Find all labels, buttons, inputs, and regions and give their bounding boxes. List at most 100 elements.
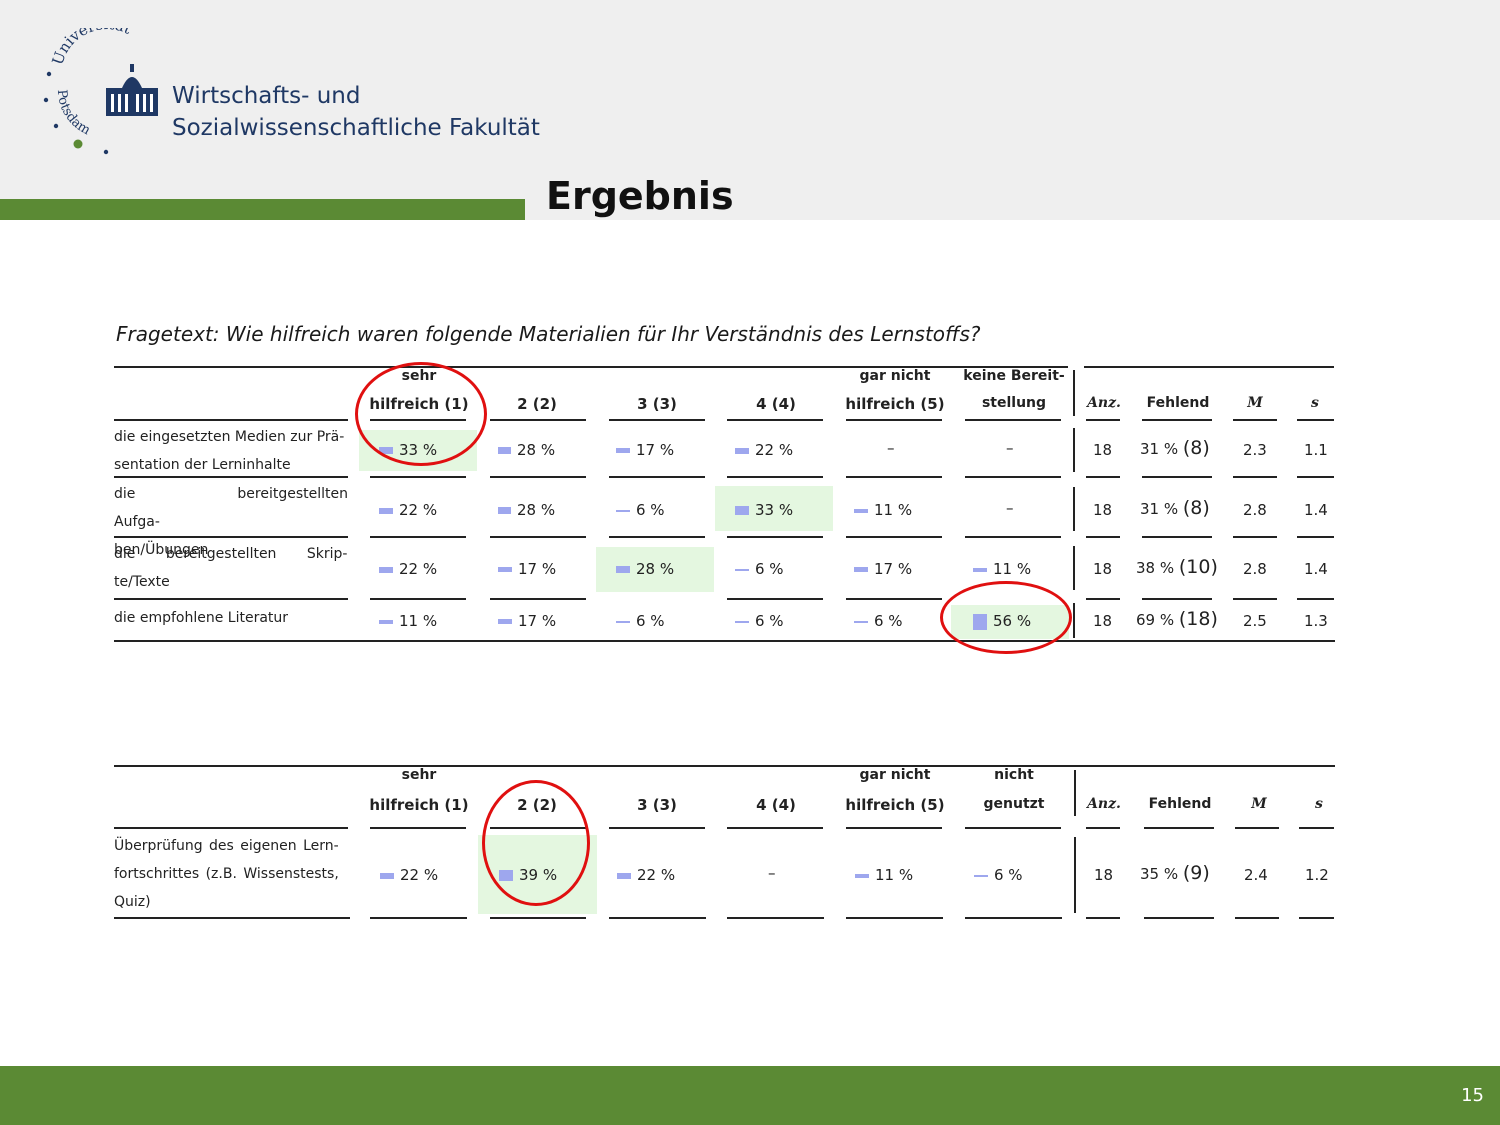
value-bar bbox=[854, 620, 868, 623]
table-rule bbox=[490, 419, 586, 421]
table-rule bbox=[727, 536, 823, 538]
row-label-line: fortschrittes (z.B. Wissenstests, bbox=[114, 866, 339, 882]
table-rule bbox=[114, 917, 350, 919]
table-rule bbox=[490, 917, 586, 919]
value-bar bbox=[973, 567, 987, 572]
value-cell: 6 % bbox=[735, 560, 784, 578]
value-cell: 6 % bbox=[616, 501, 665, 519]
header-col1-a: sehr bbox=[401, 767, 437, 783]
table-rule bbox=[1233, 598, 1277, 600]
value-text: 17 % bbox=[636, 441, 675, 459]
value-text: 33 % bbox=[755, 501, 794, 519]
row-label: Überprüfung des eigenen Lern- fortschrit… bbox=[114, 832, 350, 916]
table-rule bbox=[1235, 917, 1279, 919]
header-col5-a: gar nicht bbox=[859, 767, 931, 783]
table-rule bbox=[370, 476, 466, 478]
table-rule bbox=[1142, 419, 1212, 421]
value-bar bbox=[616, 448, 630, 453]
value-bar bbox=[498, 507, 511, 514]
value-cell: – bbox=[768, 864, 776, 882]
row-label-line: die bereitgestellten Aufga- bbox=[114, 486, 348, 530]
value-text: 6 % bbox=[994, 866, 1023, 884]
table-rule bbox=[1233, 419, 1277, 421]
fehlend-percent: 38 % bbox=[1136, 559, 1175, 577]
value-text: 6 % bbox=[636, 501, 665, 519]
svg-text:Universität: Universität bbox=[48, 28, 134, 67]
table-rule bbox=[727, 917, 824, 919]
table-rule bbox=[1086, 827, 1120, 829]
fehlend-cell: 31 % (8) bbox=[1140, 437, 1210, 459]
value-text: 11 % bbox=[993, 560, 1032, 578]
fehlend-count: (18) bbox=[1178, 608, 1218, 630]
header-sd: s bbox=[1311, 395, 1319, 411]
value-cell: 6 % bbox=[854, 612, 903, 630]
table-rule bbox=[846, 598, 942, 600]
row-label-line: die empfohlene Literatur bbox=[114, 610, 289, 626]
column-separator bbox=[1073, 546, 1075, 590]
table-rule bbox=[727, 827, 823, 829]
value-cell: 22 % bbox=[379, 560, 437, 578]
table-rule bbox=[1297, 598, 1334, 600]
value-bar bbox=[498, 619, 512, 624]
header-col2: 2 (2) bbox=[517, 395, 557, 413]
anz-cell: 18 bbox=[1093, 501, 1113, 519]
value-text: 11 % bbox=[874, 501, 913, 519]
value-cell: – bbox=[1006, 439, 1014, 457]
value-cell: 6 % bbox=[735, 612, 784, 630]
table-rule bbox=[370, 536, 466, 538]
column-separator bbox=[1073, 487, 1075, 531]
sd-cell: 1.1 bbox=[1304, 441, 1328, 459]
value-cell: 11 % bbox=[379, 612, 437, 630]
highlight-cell bbox=[715, 486, 833, 531]
column-separator bbox=[1074, 837, 1076, 913]
header-mean: M bbox=[1247, 395, 1263, 411]
table-rule bbox=[965, 827, 1061, 829]
mean-cell: 2.8 bbox=[1243, 501, 1267, 519]
header-col4: 4 (4) bbox=[756, 796, 796, 814]
value-bar bbox=[498, 447, 511, 454]
value-text: 17 % bbox=[518, 560, 557, 578]
table-rule bbox=[609, 917, 706, 919]
table-rule bbox=[846, 476, 942, 478]
value-text: 28 % bbox=[517, 501, 556, 519]
value-bar bbox=[855, 873, 869, 878]
header-mean: M bbox=[1251, 796, 1267, 812]
value-bar bbox=[616, 620, 630, 623]
header-col6-b: stellung bbox=[981, 395, 1047, 411]
row-label-line: Quiz) bbox=[114, 894, 151, 910]
table-rule bbox=[370, 598, 466, 600]
fehlend-count: (10) bbox=[1178, 556, 1218, 578]
table-rule bbox=[114, 827, 348, 829]
value-cell: 6 % bbox=[974, 866, 1023, 884]
value-cell: 17 % bbox=[498, 612, 556, 630]
header-col5-a: gar nicht bbox=[859, 368, 931, 384]
table-rule bbox=[846, 917, 943, 919]
highlight-circle bbox=[940, 581, 1072, 654]
value-text: 17 % bbox=[874, 560, 913, 578]
value-bar bbox=[617, 872, 631, 879]
slide-title: Ergebnis bbox=[546, 174, 734, 218]
sd-cell: 1.4 bbox=[1304, 501, 1328, 519]
value-cell: 17 % bbox=[854, 560, 912, 578]
value-cell: 11 % bbox=[855, 866, 913, 884]
faculty-line-2: Sozialwissenschaftliche Fakultät bbox=[172, 115, 540, 141]
value-bar bbox=[616, 566, 630, 573]
university-logo: Universität Potsdam bbox=[43, 28, 158, 155]
column-separator bbox=[1073, 603, 1075, 638]
table-rule bbox=[1086, 476, 1120, 478]
table-rule bbox=[965, 536, 1061, 538]
highlight-circle bbox=[355, 362, 487, 466]
fehlend-cell: 38 % (10) bbox=[1136, 556, 1218, 578]
value-text: 6 % bbox=[874, 612, 903, 630]
table-rule bbox=[1086, 419, 1120, 421]
value-text: 22 % bbox=[400, 866, 439, 884]
faculty-name: Wirtschafts- und Sozialwissenschaftliche… bbox=[172, 80, 540, 144]
table-rule bbox=[1086, 598, 1120, 600]
table-rule bbox=[114, 640, 1335, 642]
value-bar bbox=[380, 872, 394, 879]
svg-text:Potsdam: Potsdam bbox=[54, 89, 93, 138]
value-cell: 28 % bbox=[498, 441, 555, 459]
value-text: 28 % bbox=[517, 441, 556, 459]
value-text: 17 % bbox=[518, 612, 557, 630]
table-rule bbox=[609, 536, 705, 538]
